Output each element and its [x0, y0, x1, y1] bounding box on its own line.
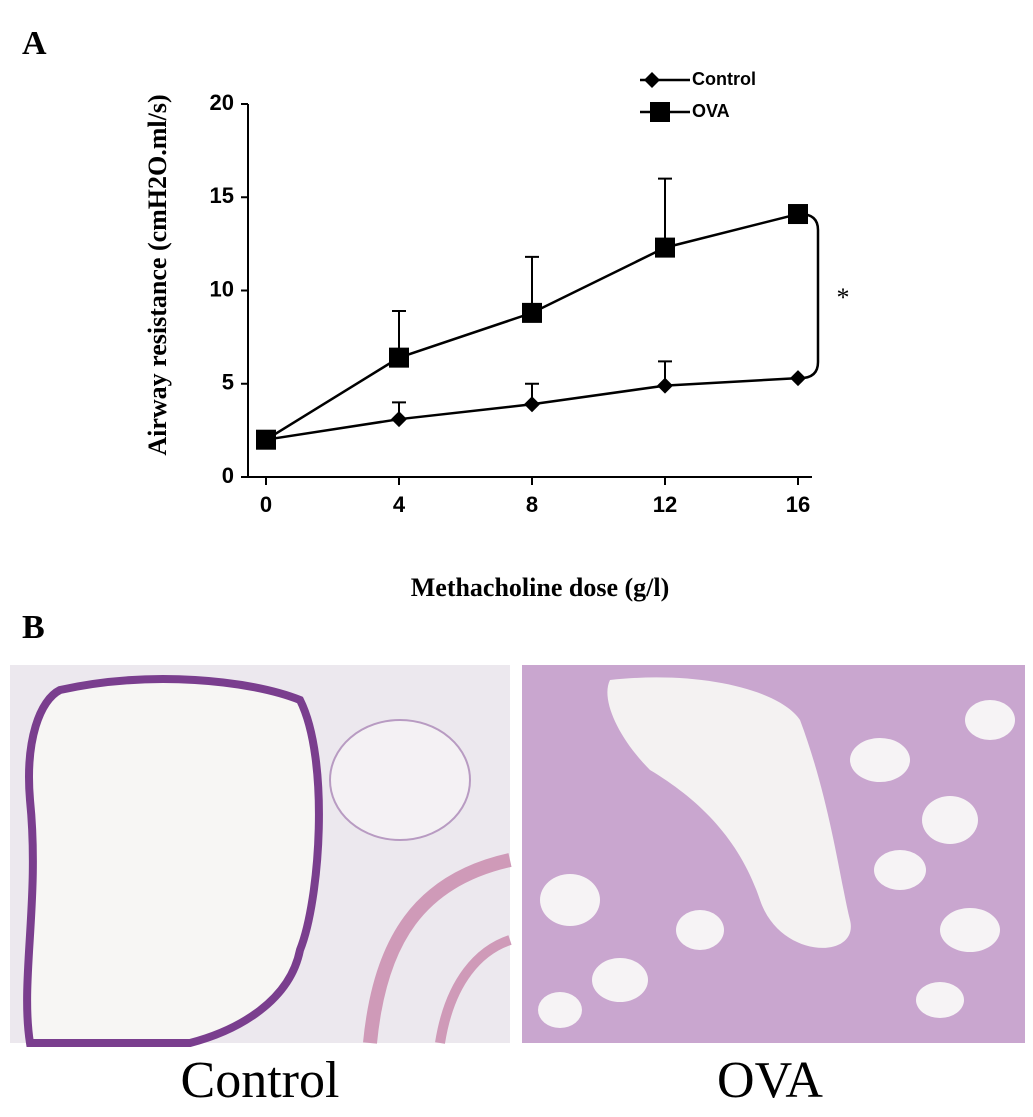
data-point [256, 429, 276, 450]
data-point [790, 370, 806, 387]
image-caption: Control [181, 1052, 340, 1109]
data-point [655, 237, 675, 258]
x-tick-label: 0 [260, 492, 272, 517]
x-tick-label: 4 [393, 492, 406, 517]
y-tick-label: 20 [210, 90, 234, 115]
data-point [522, 302, 542, 323]
error-bar [658, 177, 672, 248]
legend-label: Control [692, 69, 756, 89]
significance-bracket [799, 212, 820, 380]
y-tick-label: 0 [222, 463, 234, 488]
panel-label: B [22, 609, 45, 646]
panel-label: A [22, 25, 47, 62]
y-tick-label: 5 [222, 370, 234, 395]
data-point [657, 377, 673, 394]
x-tick-label: 16 [786, 492, 810, 517]
image-ova [522, 665, 1025, 1043]
legend-label: OVA [692, 101, 730, 121]
data-point [524, 396, 540, 413]
data-point [788, 204, 808, 225]
x-tick-label: 8 [526, 492, 538, 517]
y-tick-label: 15 [210, 183, 234, 208]
legend-marker [650, 102, 670, 122]
y-axis-label: Airway resistance (cmH2O.ml/s) [143, 94, 172, 455]
x-axis-label: Methacholine dose (g/l) [411, 573, 670, 602]
image-caption: OVA [717, 1052, 823, 1109]
data-point [391, 411, 407, 428]
data-point [389, 347, 409, 368]
y-tick-label: 10 [210, 276, 234, 301]
x-tick-label: 12 [653, 492, 677, 517]
image-control [10, 665, 512, 1047]
legend-marker [644, 72, 660, 88]
annotation: * [837, 283, 850, 312]
